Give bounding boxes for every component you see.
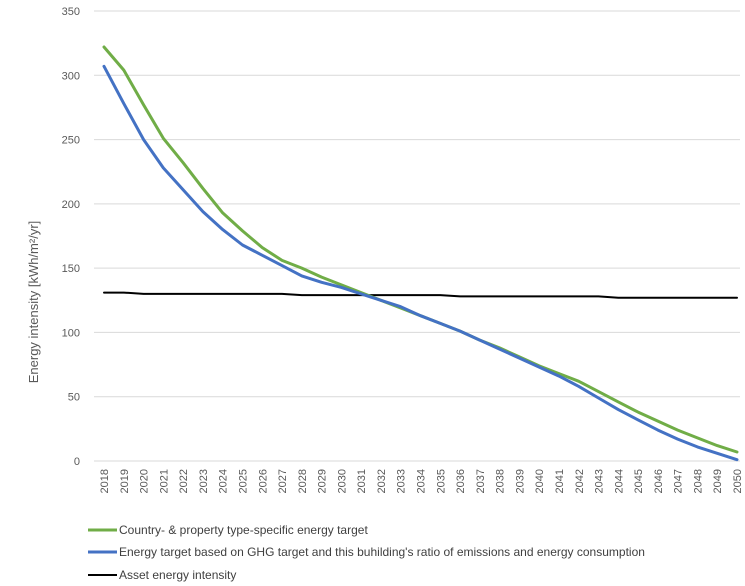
x-tick-label: 2023 <box>198 469 210 493</box>
x-tick-label: 2029 <box>317 469 329 493</box>
y-axis-title: Energy intensity [kWh/m²/yr] <box>26 221 41 384</box>
x-tick-label: 2050 <box>732 469 744 493</box>
x-tick-label: 2026 <box>257 469 269 493</box>
x-tick-label: 2047 <box>673 469 685 493</box>
x-tick-label: 2020 <box>139 469 151 493</box>
y-tick-label: 50 <box>68 392 80 404</box>
x-tick-label: 2045 <box>633 469 645 493</box>
y-tick-label: 100 <box>62 327 80 339</box>
x-tick-label: 2019 <box>119 469 131 493</box>
y-tick-label: 300 <box>62 70 80 82</box>
series-line-2 <box>102 64 739 462</box>
x-tick-label: 2031 <box>356 469 368 493</box>
gridlines <box>94 10 740 398</box>
x-tick-label: 2046 <box>653 469 665 493</box>
x-tick-label: 2021 <box>158 469 170 493</box>
y-tick-label: 200 <box>62 199 80 211</box>
legend-label-2: Energy target based on GHG target and th… <box>119 545 645 559</box>
x-tick-label: 2036 <box>455 469 467 493</box>
y-tick-label: 0 <box>74 456 80 468</box>
y-tick-label: 150 <box>62 263 80 275</box>
x-tick-label: 2040 <box>534 469 546 493</box>
y-tick-label: 250 <box>62 135 80 147</box>
y-axis-ticks: 0 50 100 150 200 250 300 350 <box>62 6 80 468</box>
x-tick-label: 2032 <box>376 469 388 493</box>
x-tick-label: 2043 <box>594 469 606 493</box>
x-tick-label: 2042 <box>574 469 586 493</box>
legend-label-3: Asset energy intensity <box>119 568 236 582</box>
x-tick-label: 2034 <box>416 469 428 493</box>
x-tick-label: 2022 <box>178 469 190 493</box>
series-lines <box>102 45 739 462</box>
x-tick-label: 2024 <box>218 469 230 493</box>
x-tick-label: 2035 <box>435 469 447 493</box>
x-tick-label: 2048 <box>692 469 704 493</box>
series-line-1 <box>102 45 739 454</box>
x-tick-label: 2049 <box>712 469 724 493</box>
x-tick-label: 2041 <box>554 469 566 493</box>
x-tick-label: 2028 <box>297 469 309 493</box>
x-tick-label: 2039 <box>514 469 526 493</box>
x-tick-label: 2025 <box>237 469 249 493</box>
x-tick-label: 2033 <box>396 469 408 493</box>
y-tick-label: 350 <box>62 6 80 18</box>
x-tick-label: 2030 <box>336 469 348 493</box>
legend: Country- & property type-specific energy… <box>88 523 645 582</box>
x-tick-label: 2037 <box>475 469 487 493</box>
legend-label-1: Country- & property type-specific energy… <box>119 523 368 537</box>
x-tick-label: 2044 <box>613 469 625 493</box>
x-axis-ticks: 2018 2019 2020 2021 2022 2023 2024 2025 2026 2027… <box>99 469 744 493</box>
x-tick-label: 2027 <box>277 469 289 493</box>
x-tick-label: 2018 <box>99 469 111 493</box>
x-tick-label: 2038 <box>495 469 507 493</box>
series-line-3 <box>103 291 738 299</box>
